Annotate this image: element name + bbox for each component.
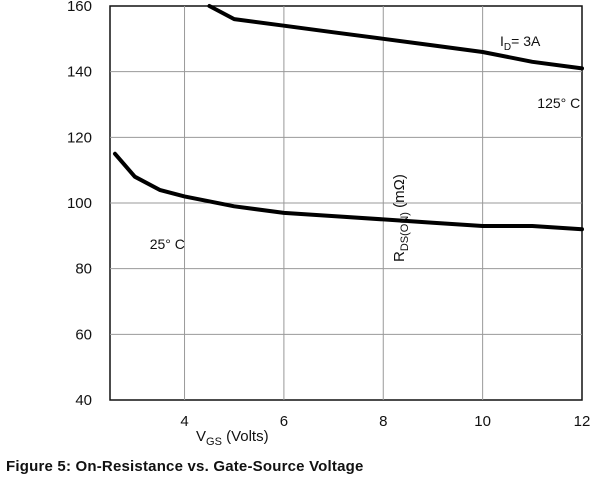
- y-tick-label: 60: [75, 326, 92, 343]
- y-tick-label: 100: [67, 195, 92, 212]
- y-tick-label: 40: [75, 392, 92, 409]
- x-tick-label: 6: [280, 413, 288, 430]
- y-tick-label: 160: [67, 0, 92, 15]
- y-axis-label: RDS(ON) (mΩ): [391, 174, 411, 262]
- figure-caption: Figure 5: On-Resistance vs. Gate-Source …: [6, 458, 364, 475]
- x-tick-label: 4: [180, 413, 188, 430]
- x-tick-label: 10: [474, 413, 491, 430]
- x-tick-label: 12: [574, 413, 591, 430]
- series-lines: [113, 4, 584, 232]
- x-tick-labels: 4 6 8 10 12: [180, 413, 590, 430]
- annotation-current: ID= 3A: [500, 33, 541, 53]
- grid-lines: [110, 6, 582, 400]
- y-tick-labels: 40 60 80 100 120 140 160: [67, 0, 92, 409]
- y-tick-label: 80: [75, 261, 92, 278]
- series-line-2: [113, 151, 584, 232]
- x-axis-label: VGS (Volts): [196, 428, 269, 448]
- series-labels: 125° C 25° C: [150, 95, 581, 252]
- x-tick-label: 8: [379, 413, 387, 430]
- series-label-125c: 125° C: [537, 95, 580, 111]
- series-line-1: [207, 4, 584, 71]
- series-label-25c: 25° C: [150, 236, 185, 252]
- y-tick-label: 120: [67, 129, 92, 146]
- y-tick-label: 140: [67, 64, 92, 81]
